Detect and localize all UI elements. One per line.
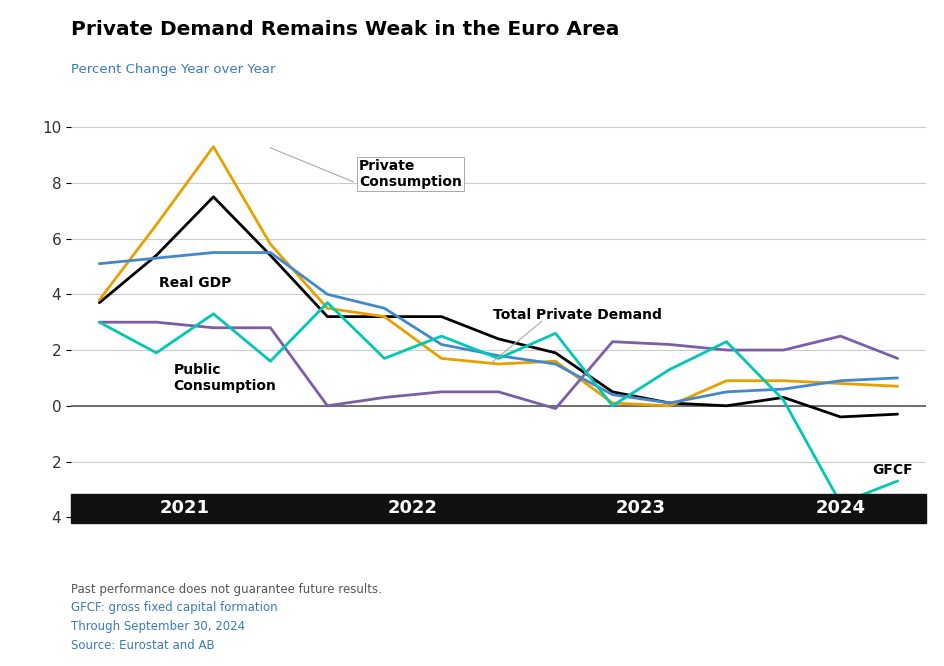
Text: Percent Change Year over Year: Percent Change Year over Year	[71, 63, 275, 77]
Text: GFCF: GFCF	[871, 463, 912, 477]
Text: Private Demand Remains Weak in the Euro Area: Private Demand Remains Weak in the Euro …	[71, 20, 618, 39]
Bar	[71, 494, 925, 523]
Text: 2022: 2022	[388, 500, 437, 517]
Text: 2024: 2024	[815, 500, 865, 517]
Text: Total Private Demand: Total Private Demand	[492, 308, 661, 322]
Text: Source: Eurostat and AB: Source: Eurostat and AB	[71, 639, 214, 652]
Text: Past performance does not guarantee future results.: Past performance does not guarantee futu…	[71, 583, 381, 596]
Text: Private
Consumption: Private Consumption	[359, 159, 462, 189]
Text: 2021: 2021	[160, 500, 210, 517]
Text: Public
Consumption: Public Consumption	[174, 362, 276, 393]
Text: GFCF: gross fixed capital formation: GFCF: gross fixed capital formation	[71, 601, 278, 615]
Text: Real GDP: Real GDP	[160, 276, 231, 290]
Text: 2023: 2023	[615, 500, 666, 517]
Text: Through September 30, 2024: Through September 30, 2024	[71, 620, 244, 633]
